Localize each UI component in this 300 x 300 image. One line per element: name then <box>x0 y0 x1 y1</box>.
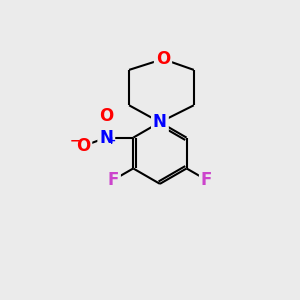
Text: O: O <box>99 107 113 125</box>
Text: O: O <box>76 137 90 155</box>
Text: −: − <box>69 134 80 147</box>
Text: +: + <box>107 136 116 146</box>
Text: O: O <box>156 50 170 68</box>
Text: F: F <box>201 171 212 189</box>
Text: N: N <box>153 113 167 131</box>
Text: F: F <box>107 171 119 189</box>
Text: N: N <box>99 129 113 147</box>
